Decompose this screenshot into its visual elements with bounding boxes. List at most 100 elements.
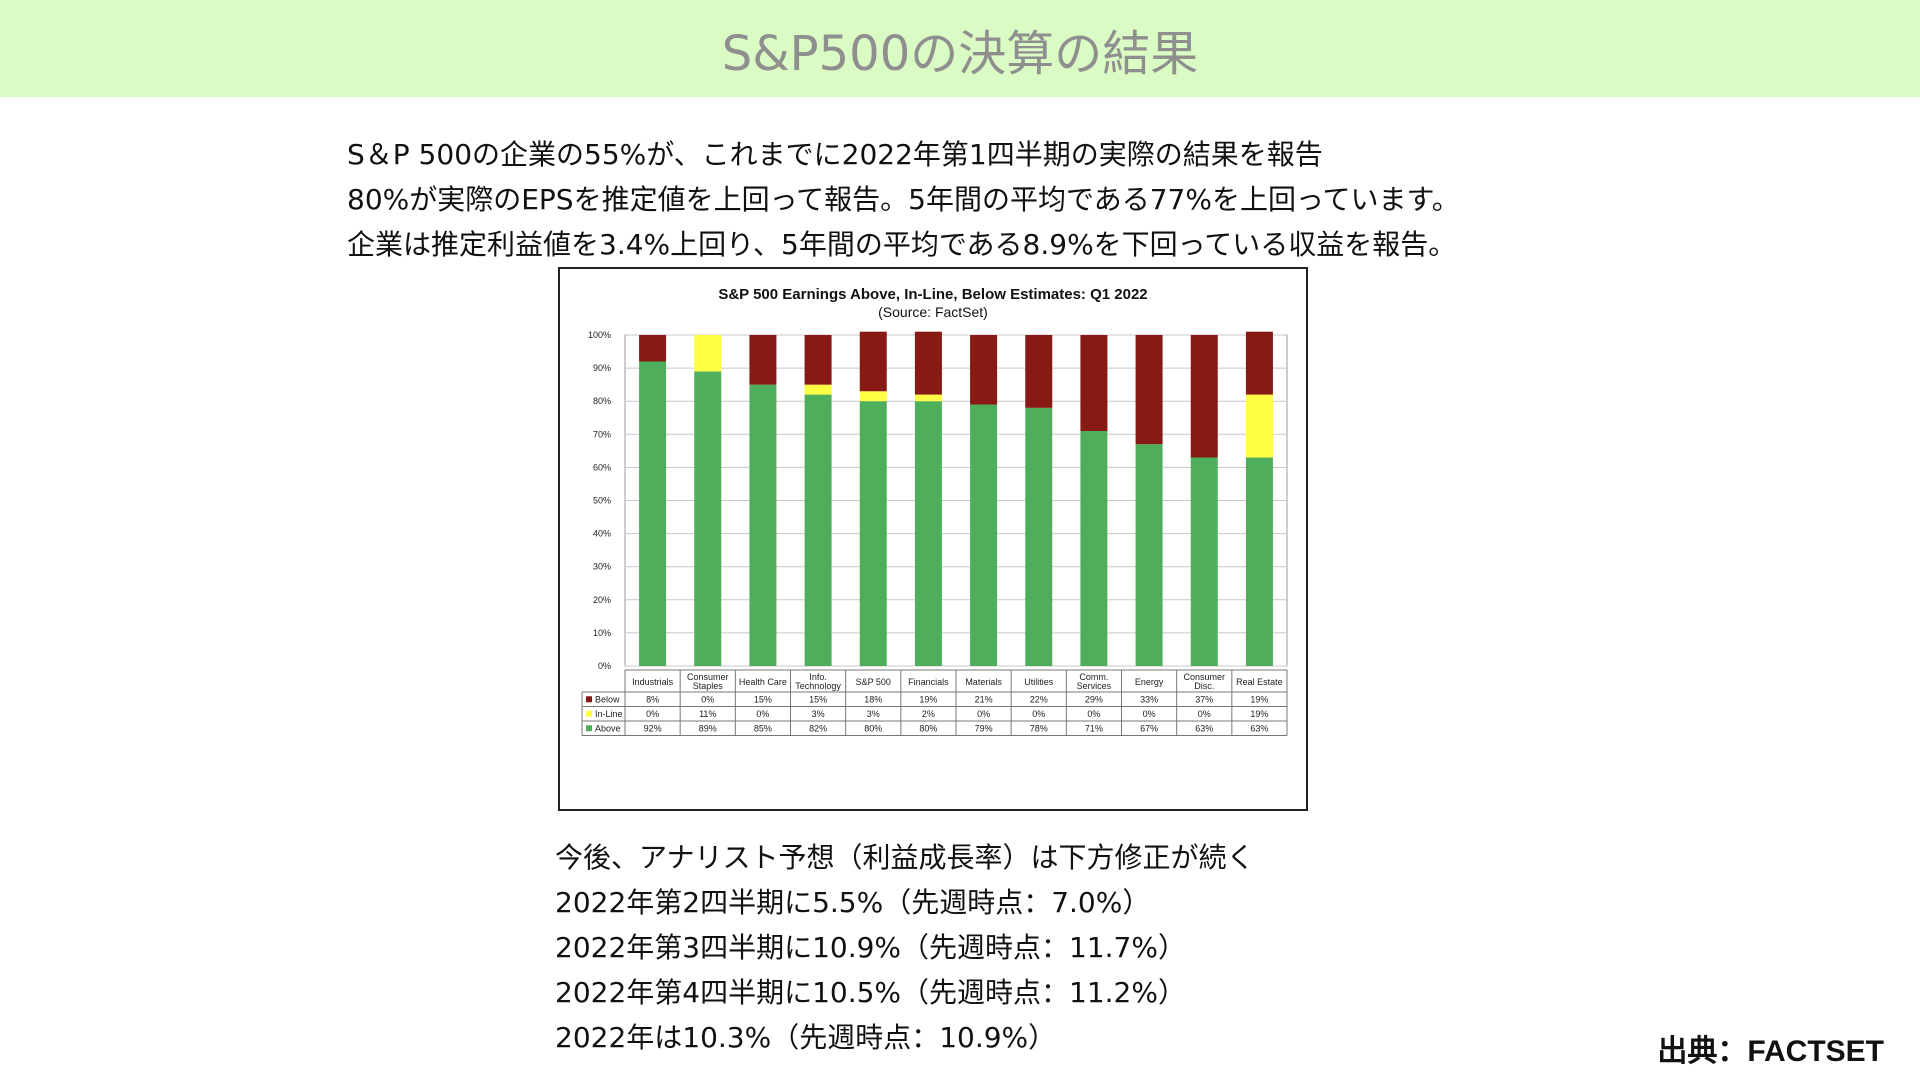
table-value: 2%	[922, 709, 935, 719]
x-category-label: Energy	[1135, 677, 1164, 687]
bar-above-segment	[639, 361, 667, 666]
intro-line: 企業は推定利益値を3.4%上回り、5年間の平均である8.9%を下回っている収益を…	[347, 228, 1457, 261]
outlook-line: 今後、アナリスト予想（利益成長率）は下方修正が続く	[555, 841, 1255, 874]
earnings-chart: S&P 500 Earnings Above, In-Line, Below E…	[558, 267, 1308, 811]
header-bar: S&P500の決算の結果	[0, 0, 1920, 97]
bar-below-segment	[639, 335, 667, 362]
source-credit: 出典：FACTSET	[1657, 1035, 1884, 1068]
table-value: 0%	[977, 709, 990, 719]
table-value: 19%	[919, 694, 937, 704]
legend-label: Below	[595, 694, 620, 704]
table-value: 80%	[919, 723, 937, 733]
bar-above-segment	[694, 371, 722, 666]
bar-below-segment	[749, 335, 777, 385]
table-value: 18%	[864, 694, 882, 704]
bar-above-segment	[749, 384, 777, 666]
table-value: 3%	[867, 709, 880, 719]
legend-label: Above	[595, 723, 621, 733]
bar-below-segment	[804, 335, 832, 385]
table-value: 33%	[1140, 694, 1158, 704]
y-tick-label: 0%	[598, 661, 611, 671]
table-value: 0%	[1032, 709, 1045, 719]
x-category-label: Health Care	[739, 677, 787, 687]
table-value: 11%	[699, 709, 716, 719]
bar-below-segment	[859, 331, 887, 392]
outlook-line: 2022年第2四半期に5.5%（先週時点：7.0%）	[555, 886, 1151, 919]
intro-line: 80%が実際のEPSを推定値を上回って報告。5年間の平均である77%を上回ってい…	[347, 183, 1460, 216]
table-value: 79%	[975, 723, 993, 733]
y-tick-label: 100%	[588, 330, 611, 340]
y-tick-label: 40%	[593, 529, 611, 539]
table-value: 37%	[1195, 694, 1213, 704]
table-value: 0%	[756, 709, 769, 719]
table-value: 0%	[646, 709, 659, 719]
intro-text: S＆P 500の企業の55%が、これまでに2022年第1四半期の実際の結果を報告…	[347, 132, 1907, 267]
table-value: 3%	[812, 709, 825, 719]
intro-line: S＆P 500の企業の55%が、これまでに2022年第1四半期の実際の結果を報告	[347, 138, 1323, 171]
bar-above-segment	[970, 404, 998, 666]
bar-inline-segment	[859, 391, 887, 402]
bar-above-segment	[1190, 457, 1218, 666]
x-category-label: Consumer Staples	[687, 672, 729, 691]
bar-above-segment	[1245, 457, 1273, 666]
y-tick-label: 30%	[593, 562, 611, 572]
bar-above-segment	[1080, 430, 1108, 666]
bar-below-segment	[1135, 335, 1163, 445]
bar-below-segment	[970, 335, 998, 405]
y-tick-label: 60%	[593, 462, 611, 472]
bar-above-segment	[804, 394, 832, 666]
chart-subtitle: (Source: FactSet)	[878, 304, 988, 320]
x-category-label: Utilities	[1024, 677, 1054, 687]
y-tick-label: 70%	[593, 429, 611, 439]
y-tick-label: 90%	[593, 363, 611, 373]
bar-inline-segment	[1245, 394, 1273, 458]
table-value: 22%	[1030, 694, 1048, 704]
outlook-line: 2022年は10.3%（先週時点：10.9%）	[555, 1021, 1057, 1054]
x-category-label: Info. Technology	[795, 672, 841, 691]
table-value: 82%	[809, 723, 827, 733]
y-tick-label: 80%	[593, 396, 611, 406]
x-category-label: Industrials	[632, 677, 674, 687]
bar-below-segment	[1190, 335, 1218, 458]
x-category-label: Real Estate	[1236, 677, 1283, 687]
table-value: 0%	[1087, 709, 1100, 719]
table-value: 0%	[1198, 709, 1211, 719]
legend-key	[586, 696, 592, 703]
table-value: 80%	[864, 723, 882, 733]
table-value: 15%	[754, 694, 772, 704]
bar-inline-segment	[804, 384, 832, 395]
table-value: 63%	[1250, 723, 1268, 733]
x-category-label: Financials	[908, 677, 949, 687]
table-value: 29%	[1085, 694, 1103, 704]
legend-key	[586, 710, 592, 717]
legend-key	[586, 725, 592, 732]
table-value: 8%	[646, 694, 659, 704]
table-value: 71%	[1085, 723, 1103, 733]
table-value: 63%	[1195, 723, 1213, 733]
table-value: 19%	[1250, 694, 1268, 704]
bar-above-segment	[1025, 407, 1053, 666]
table-value: 78%	[1030, 723, 1048, 733]
table-value: 92%	[644, 723, 662, 733]
bar-below-segment	[914, 331, 942, 395]
chart-title: S&P 500 Earnings Above, In-Line, Below E…	[718, 286, 1147, 303]
y-tick-label: 10%	[593, 628, 611, 638]
table-value: 67%	[1140, 723, 1158, 733]
x-category-label: S&P 500	[856, 677, 891, 687]
table-value: 85%	[754, 723, 772, 733]
outlook-text: 今後、アナリスト予想（利益成長率）は下方修正が続く 2022年第2四半期に5.5…	[555, 835, 1455, 1060]
table-value: 21%	[975, 694, 993, 704]
bar-above-segment	[859, 401, 887, 666]
x-category-label: Materials	[965, 677, 1002, 687]
x-category-label: Consumer Disc.	[1183, 672, 1225, 691]
y-tick-label: 50%	[593, 496, 611, 506]
x-category-label: Comm. Services	[1077, 672, 1112, 691]
table-value: 0%	[701, 694, 714, 704]
table-value: 19%	[1250, 709, 1268, 719]
bar-inline-segment	[914, 394, 942, 402]
outlook-line: 2022年第3四半期に10.9%（先週時点：11.7%）	[555, 931, 1186, 964]
bar-below-segment	[1245, 331, 1273, 395]
table-value: 15%	[809, 694, 827, 704]
outlook-line: 2022年第4四半期に10.5%（先週時点：11.2%）	[555, 976, 1186, 1009]
legend-label: In-Line	[595, 709, 623, 719]
